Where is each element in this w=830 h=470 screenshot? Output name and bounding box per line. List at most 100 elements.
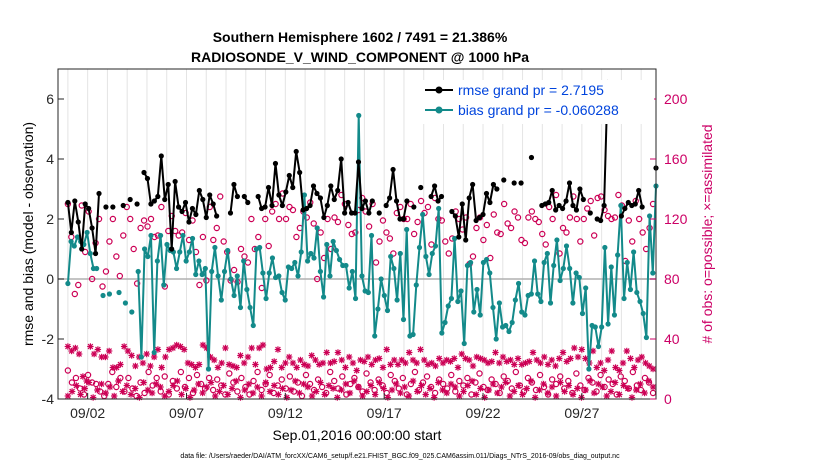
x-tick-label: 09/22 [466,405,501,421]
bias-point [138,354,144,360]
bias-point [151,349,157,356]
obs-assimilated-marker [413,359,420,367]
rmse-point [175,204,182,210]
obs-assimilated-marker [616,391,623,398]
asterisk-stroke [561,388,568,395]
y-right-tick-label: 120 [664,211,688,227]
obs-assimilated-marker [498,383,505,391]
rmse-point [127,196,133,203]
obs-possible-marker [338,191,345,199]
bias-point [381,292,387,299]
obs-assimilated-marker [68,388,76,395]
obs-possible-marker [145,368,152,376]
obs-possible-marker [81,248,89,256]
obs-possible-marker [153,374,160,382]
asterisk-stroke [296,390,303,396]
asterisk-stroke [612,364,619,371]
rmse-point [359,205,365,212]
asterisk-stroke [305,384,311,390]
asterisk-stroke [498,384,505,390]
obs-possible-marker [75,281,82,289]
bias-point [250,322,256,329]
asterisk-stroke [216,388,223,395]
legend-bias-label: bias grand pr = -0.060288 [458,102,619,118]
rmse-point [452,213,458,219]
asterisk-stroke [233,378,240,384]
obs-assimilated-marker [75,350,83,358]
obs-assimilated-marker [182,385,189,392]
bias-point [129,309,135,315]
rmse-point [265,184,272,191]
bias-point [221,268,228,275]
asterisk-stroke [567,355,574,362]
asterisk-stroke [123,382,130,389]
rmse-point [577,186,583,192]
bias-point [263,295,269,302]
bias-point [173,265,180,272]
asterisk-stroke [350,360,356,366]
y-ticks-right: 0 40 80 120 160 200 [650,91,688,407]
obs-assimilated-marker [297,356,304,364]
asterisk-stroke [439,387,446,393]
obs-assimilated-marker [384,394,392,401]
bias-point [327,273,333,279]
bias-point [257,244,263,251]
obs-possible-marker [99,283,106,290]
rmse-point [196,187,202,194]
rmse-point [431,183,438,189]
rmse-point [428,193,434,200]
obs-assimilated-marker [296,389,303,397]
rmse-point [207,192,213,198]
asterisk-stroke [481,357,488,363]
bias-point [74,234,81,240]
rmse-point [362,198,369,204]
asterisk-stroke [335,349,341,356]
obs-possible-marker [431,389,439,397]
rmse-point [335,187,341,194]
obs-assimilated-marker [638,353,645,361]
asterisk-stroke [578,346,585,353]
obs-possible-marker [383,229,390,236]
bias-point [535,291,541,297]
obs-assimilated-marker [115,377,122,385]
rmse-point [480,211,486,218]
asterisk-stroke [353,367,360,374]
y-right-tick-label: 160 [664,151,688,167]
asterisk-stroke [473,354,480,360]
bias-point [611,312,618,318]
obs-assimilated-marker [252,361,259,368]
y-tick-label: -2 [42,331,55,347]
obs-possible-marker [248,215,255,223]
asterisk-stroke [494,390,501,396]
asterisk-stroke [191,387,198,393]
obs-assimilated-marker [64,392,72,400]
x-tick-label: 09/17 [367,405,402,421]
obs-possible-marker [345,221,352,229]
asterisk-stroke [282,360,289,366]
asterisk-stroke [537,360,544,366]
bias-point [154,258,160,264]
asterisk-stroke [225,391,231,398]
bias-point [161,282,167,288]
obs-assimilated-marker [418,382,425,389]
obs-assimilated-marker [502,379,509,386]
data-file-footer: data file: /Users/raeder/DAI/ATM_forcXX/… [180,453,620,460]
bias-point [289,265,295,272]
obs-possible-marker [158,203,165,211]
asterisk-stroke [321,391,328,398]
obs-possible-marker [535,218,542,226]
rmse-point [155,193,161,200]
bias-point [586,366,592,372]
obs-possible-marker [542,241,549,248]
obs-assimilated-marker [397,389,404,397]
asterisk-stroke [128,391,134,398]
rmse-point [290,184,296,191]
rmse-point [193,211,199,218]
obs-assimilated-marker [552,362,559,370]
rmse-point [283,189,289,195]
asterisk-stroke [380,364,386,371]
rmse-point [528,154,535,161]
obs-assimilated-marker [593,364,600,371]
obs-assimilated-marker [402,359,409,367]
rmse-point [179,208,185,215]
